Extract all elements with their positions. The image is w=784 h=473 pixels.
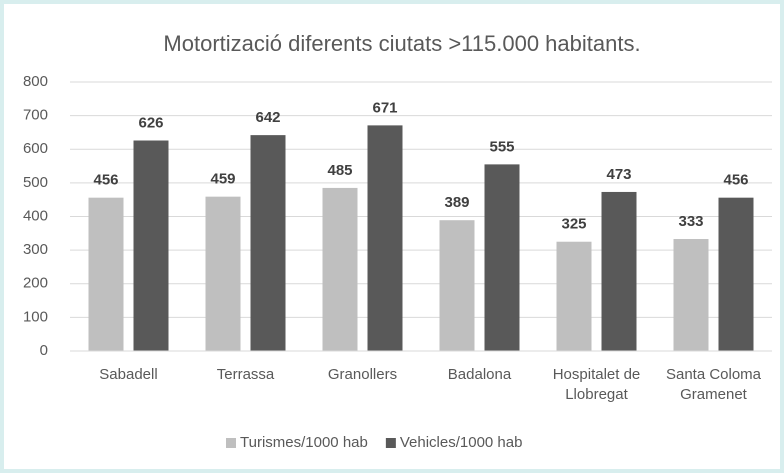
bar (250, 135, 286, 351)
y-tick-label: 100 (23, 308, 48, 325)
y-tick-label: 400 (23, 207, 48, 224)
data-label: 485 (327, 162, 352, 179)
y-tick-label: 200 (23, 275, 48, 292)
bar (484, 164, 520, 351)
x-tick-label: Sabadell (99, 366, 158, 383)
data-label: 473 (606, 166, 631, 183)
x-tick-label: Hospitalet de Llobregat (552, 366, 641, 403)
y-tick-label: 800 (23, 73, 48, 90)
bar (718, 197, 754, 351)
bar (88, 197, 124, 351)
chart: Motortizació diferents ciutats >115.000 … (23, 31, 772, 451)
y-tick-label: 700 (23, 107, 48, 124)
bar (673, 239, 709, 351)
legend-label: Turismes/1000 hab (240, 434, 368, 451)
y-tick-label: 0 (40, 342, 48, 359)
bar (133, 140, 169, 351)
data-label: 389 (444, 194, 469, 211)
data-label: 671 (372, 99, 397, 116)
x-tick-label: Badalona (447, 366, 512, 383)
bar (556, 241, 592, 351)
x-tick-label: Santa Coloma Gramenet (665, 366, 762, 403)
bar (205, 196, 241, 351)
data-label: 333 (678, 213, 703, 230)
bar (367, 125, 403, 351)
legend-swatch (226, 438, 236, 448)
data-label: 555 (489, 138, 514, 155)
data-label: 456 (93, 172, 118, 189)
y-tick-label: 500 (23, 174, 48, 191)
data-label: 642 (255, 109, 280, 126)
data-label: 325 (561, 216, 586, 233)
chart-title: Motortizació diferents ciutats >115.000 … (163, 31, 640, 56)
y-tick-label: 600 (23, 140, 48, 157)
bar (601, 191, 637, 351)
chart-frame: Motortizació diferents ciutats >115.000 … (4, 4, 780, 469)
x-tick-label: Terrassa (216, 366, 275, 383)
y-tick-label: 300 (23, 241, 48, 258)
bar (439, 220, 475, 351)
data-label: 459 (210, 171, 235, 188)
bar (322, 187, 358, 351)
legend-swatch (385, 438, 396, 448)
legend-label: Vehicles/1000 hab (400, 434, 523, 451)
data-label: 456 (723, 172, 748, 189)
data-label: 626 (138, 114, 163, 131)
x-tick-label: Granollers (327, 366, 398, 383)
